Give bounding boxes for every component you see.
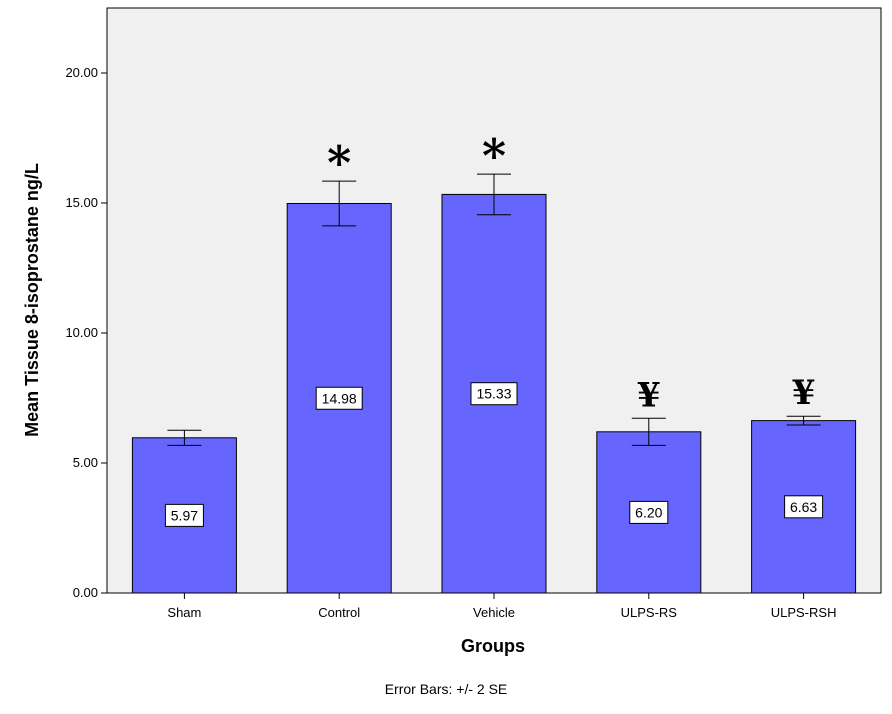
x-axis: Sham Control Vehicle ULPS-RS ULPS-RSH [167, 593, 836, 620]
significance-marker-star: * [327, 136, 351, 190]
y-axis-title: Mean Tissue 8-isoprostane ng/L [22, 163, 42, 437]
significance-marker-yen: ¥ [792, 373, 816, 413]
data-label: 14.98 [322, 390, 357, 406]
data-label-box [784, 495, 824, 519]
y-tick-label: 20.00 [65, 65, 98, 80]
significance-marker-star: * [482, 129, 506, 183]
data-label: 6.63 [790, 499, 817, 515]
x-tick-label: Sham [167, 605, 201, 620]
y-axis: 0.00 5.00 10.00 15.00 20.00 [65, 65, 107, 600]
y-tick-label: 5.00 [73, 455, 98, 470]
footnote: Error Bars: +/- 2 SE [385, 681, 508, 697]
data-label-box [164, 503, 204, 527]
data-label-box [470, 382, 518, 406]
significance-marker-yen: ¥ [637, 375, 661, 415]
y-tick-label: 0.00 [73, 585, 98, 600]
data-label: 5.97 [171, 507, 198, 523]
y-tick-label: 10.00 [65, 325, 98, 340]
x-tick-label: Control [318, 605, 360, 620]
x-axis-title: Groups [461, 636, 525, 656]
x-tick-label: ULPS-RS [621, 605, 678, 620]
data-label: 6.20 [635, 504, 662, 520]
error-bars-layer [167, 173, 821, 446]
data-labels-layer: 5.97 14.98 15.33 6.20 6.63 [164, 382, 824, 527]
data-label: 15.33 [476, 386, 511, 402]
data-label-box [629, 500, 669, 524]
y-tick-label: 15.00 [65, 195, 98, 210]
x-tick-label: ULPS-RSH [771, 605, 837, 620]
data-label-box [315, 386, 363, 410]
significance-markers-layer: * * ¥ ¥ [327, 129, 815, 415]
x-tick-label: Vehicle [473, 605, 515, 620]
